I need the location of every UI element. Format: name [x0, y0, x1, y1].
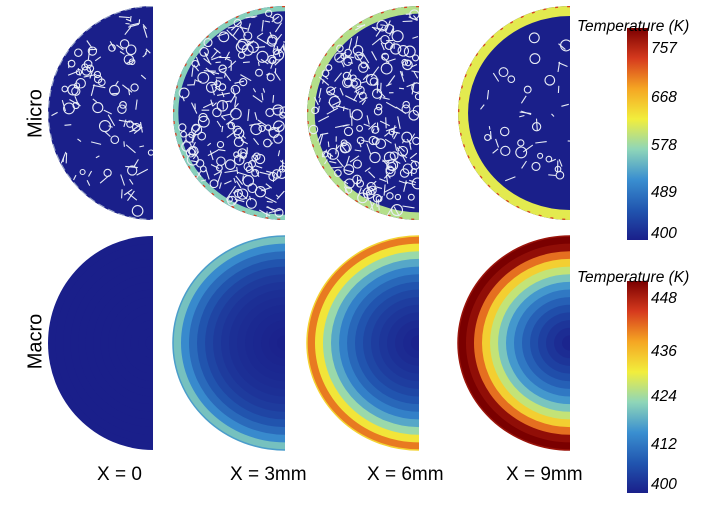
colorbar-tick-micro-1: 668	[651, 89, 677, 107]
micro-panel-x0	[48, 6, 154, 220]
column-label-x6mm: X = 6mm	[367, 464, 444, 486]
colorbar-macro	[627, 281, 648, 493]
colorbar-tick-micro-0: 757	[651, 40, 677, 58]
macro-panel-x9mm	[458, 236, 570, 450]
colorbar-tick-micro-2: 578	[651, 137, 677, 155]
macro-panel-x0	[48, 236, 153, 450]
colorbar-tick-macro-2: 424	[651, 388, 677, 406]
column-label-x0: X = 0	[97, 464, 142, 486]
colorbar-tick-macro-3: 412	[651, 436, 677, 454]
colorbar-title-micro: Temperature (K)	[577, 18, 689, 36]
macro-row	[48, 236, 570, 450]
colorbar-tick-micro-4: 400	[651, 225, 677, 243]
colorbar-tick-micro-3: 489	[651, 184, 677, 202]
colorbar-title-macro: Temperature (K)	[577, 269, 689, 287]
micro-half-disk	[458, 6, 570, 220]
colorbar-micro	[627, 28, 648, 240]
colorbar-tick-macro-0: 448	[651, 290, 677, 308]
colorbars	[627, 28, 648, 493]
micro-panel-x3mm	[173, 6, 291, 220]
row-label-micro: Micro	[25, 84, 48, 144]
micro-panel-x6mm	[307, 6, 423, 220]
macro-panel-x3mm	[173, 236, 285, 450]
column-label-x3mm: X = 3mm	[230, 464, 307, 486]
micro-half-disk	[48, 6, 153, 220]
column-label-x9mm: X = 9mm	[506, 464, 583, 486]
micro-panel-x9mm	[458, 6, 578, 220]
colorbar-tick-macro-4: 400	[651, 476, 677, 494]
micro-row	[48, 6, 578, 220]
colorbar-tick-macro-1: 436	[651, 343, 677, 361]
macro-panel-x6mm	[307, 236, 419, 450]
row-label-macro: Macro	[25, 312, 48, 372]
